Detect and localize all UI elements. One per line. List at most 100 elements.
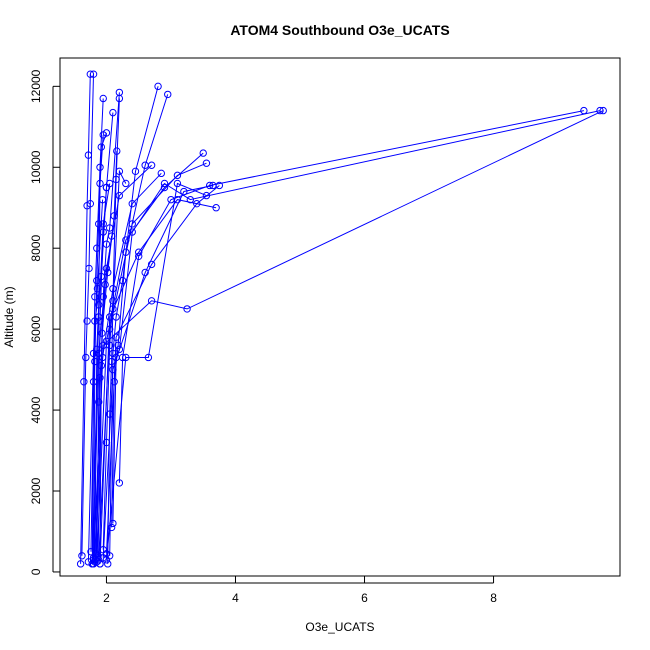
data-point (141, 268, 149, 277)
data-point (80, 378, 88, 386)
data-point (122, 179, 130, 188)
data-point (99, 220, 107, 228)
series-line (93, 164, 152, 558)
data-point (85, 264, 93, 273)
x-axis-label: O3e_UCATS (305, 620, 374, 634)
plot-frame-group (59, 57, 621, 577)
data-point (94, 552, 102, 560)
data-point (115, 94, 124, 103)
data-point (157, 169, 165, 178)
data-point (95, 220, 103, 228)
series-line (93, 110, 604, 564)
data-point (109, 108, 117, 117)
data-point (147, 297, 156, 305)
data-point (109, 365, 117, 374)
data-point (128, 228, 136, 236)
data-point (186, 195, 195, 204)
series-line (87, 199, 104, 562)
data-point (115, 191, 124, 200)
data-point (109, 284, 117, 293)
data-point (215, 181, 224, 190)
data-point (105, 313, 114, 321)
y-axis-label: Altitude (m) (2, 286, 16, 347)
data-point (131, 167, 140, 176)
x-tick-label: 6 (361, 591, 368, 605)
data-point (202, 159, 211, 167)
data-point (128, 220, 136, 228)
y-tick-label: 12000 (29, 69, 43, 103)
profile-series (102, 179, 211, 564)
data-point (95, 398, 103, 406)
data-point (202, 191, 211, 200)
data-point (83, 317, 91, 325)
plot-frame (59, 57, 621, 577)
series-line (112, 110, 601, 524)
data-point (96, 163, 104, 171)
series-line (90, 187, 107, 552)
profile-series (84, 195, 107, 566)
data-point (95, 349, 103, 358)
data-point (102, 183, 111, 192)
data-point (104, 268, 112, 277)
profile-series (92, 169, 165, 558)
series-layer (76, 70, 607, 568)
y-tick-label: 8000 (29, 235, 43, 262)
y-tick-label: 6000 (29, 315, 43, 342)
data-point (99, 131, 107, 139)
data-point (98, 195, 107, 204)
profile-series (107, 90, 172, 532)
data-point (135, 248, 143, 256)
series-line (111, 94, 169, 528)
profile-series (78, 70, 98, 560)
data-point (147, 260, 156, 269)
data-point (98, 329, 106, 337)
x-axis: 2 4 6 8 (103, 576, 497, 605)
data-point (89, 70, 98, 78)
data-point (96, 374, 104, 382)
data-point (154, 82, 162, 91)
data-point (96, 179, 104, 188)
data-point (86, 70, 95, 78)
data-point (212, 204, 220, 212)
data-point (160, 179, 169, 188)
y-tick-label: 10000 (29, 150, 43, 184)
data-point (199, 149, 207, 157)
data-point (580, 106, 588, 115)
data-point (164, 90, 172, 99)
data-point (110, 212, 118, 220)
data-point (599, 106, 607, 115)
data-point (180, 187, 188, 196)
y-tick-label: 4000 (29, 396, 43, 423)
data-point (82, 353, 90, 362)
series-line (118, 110, 584, 483)
data-point (84, 558, 93, 566)
data-point (128, 199, 136, 208)
x-tick-label: 2 (103, 591, 110, 605)
data-point (183, 305, 191, 313)
data-point (76, 560, 85, 568)
profile-series (102, 181, 224, 558)
data-point (89, 349, 98, 358)
data-point (144, 353, 153, 362)
data-point (99, 94, 107, 103)
data-point (160, 183, 169, 192)
data-point (122, 353, 130, 362)
x-tick-label: 4 (232, 591, 239, 605)
data-point (93, 284, 102, 293)
data-point (173, 179, 182, 188)
data-point (99, 341, 107, 350)
data-point (147, 161, 156, 169)
data-point (97, 143, 105, 151)
series-line (95, 172, 162, 554)
data-point (115, 345, 124, 354)
data-point (92, 550, 100, 558)
data-point (98, 353, 107, 362)
data-point (113, 147, 121, 155)
data-point (89, 554, 98, 562)
series-line (81, 74, 94, 556)
x-tick-label: 8 (490, 591, 497, 605)
profile-series (99, 181, 217, 562)
y-tick-label: 2000 (29, 477, 43, 504)
data-point (173, 171, 182, 180)
profile-series (89, 161, 156, 562)
